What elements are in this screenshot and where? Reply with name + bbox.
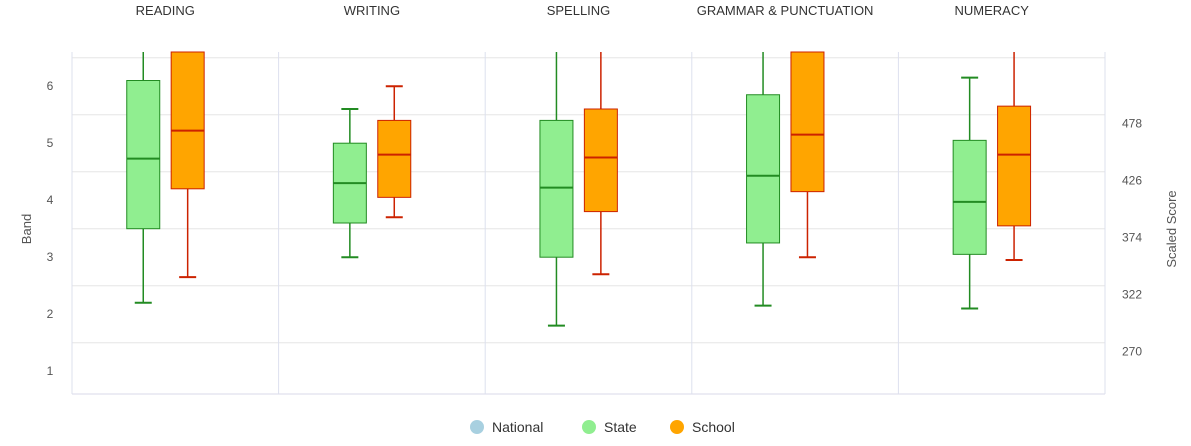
category-labels: READING WRITING SPELLING GRAMMAR & PUNCTUAT… xyxy=(136,3,1030,18)
box-iqr xyxy=(377,119,412,198)
box-school xyxy=(583,52,618,276)
grid-lines xyxy=(71,52,1106,395)
category-label: GRAMMAR & PUNCTUATION xyxy=(697,3,874,18)
legend-marker xyxy=(582,420,596,434)
box-school xyxy=(170,51,205,279)
legend-label: State xyxy=(604,419,637,435)
box-school xyxy=(997,52,1032,262)
y-tick-label: 2 xyxy=(47,307,54,321)
legend: National State School xyxy=(470,419,735,435)
box-iqr xyxy=(539,119,574,258)
legend-item-school: School xyxy=(670,419,735,435)
y-tick-label: 3 xyxy=(47,250,54,264)
box-state xyxy=(539,52,574,327)
box-school xyxy=(377,85,412,219)
y-tick-label: 4 xyxy=(47,193,54,207)
category-label: READING xyxy=(136,3,195,18)
y-axis-right-title: Scaled Score xyxy=(1164,190,1179,267)
y-right-tick-label: 478 xyxy=(1122,116,1142,130)
y-tick-label: 6 xyxy=(47,79,54,93)
box-iqr xyxy=(746,94,781,244)
legend-label: National xyxy=(492,419,543,435)
y-tick-label: 5 xyxy=(47,136,54,150)
legend-marker xyxy=(470,420,484,434)
y-axis-ticks: 1 2 3 4 5 6 270 322 374 426 478 xyxy=(47,79,1143,378)
box-iqr xyxy=(126,80,161,230)
y-right-tick-label: 270 xyxy=(1122,344,1142,358)
legend-item-national: National xyxy=(470,419,543,435)
legend-item-state: State xyxy=(582,419,637,435)
box-state xyxy=(332,108,367,259)
legend-marker xyxy=(670,420,684,434)
box-iqr xyxy=(997,105,1032,227)
y-right-tick-label: 426 xyxy=(1122,173,1142,187)
box-state xyxy=(746,52,781,307)
category-label: SPELLING xyxy=(547,3,611,18)
y-right-tick-label: 374 xyxy=(1122,230,1142,244)
category-label: NUMERACY xyxy=(954,3,1029,18)
box-iqr xyxy=(170,51,205,190)
box-school xyxy=(790,51,825,259)
box-state xyxy=(952,76,987,310)
box-iqr xyxy=(952,139,987,255)
y-axis-title: Band xyxy=(19,214,34,244)
box-iqr xyxy=(583,108,618,213)
legend-label: School xyxy=(692,419,735,435)
box-series xyxy=(126,51,1032,327)
box-iqr xyxy=(790,51,825,193)
y-right-tick-label: 322 xyxy=(1122,287,1142,301)
y-tick-label: 1 xyxy=(47,364,54,378)
box-state xyxy=(126,52,161,304)
category-label: WRITING xyxy=(344,3,400,18)
